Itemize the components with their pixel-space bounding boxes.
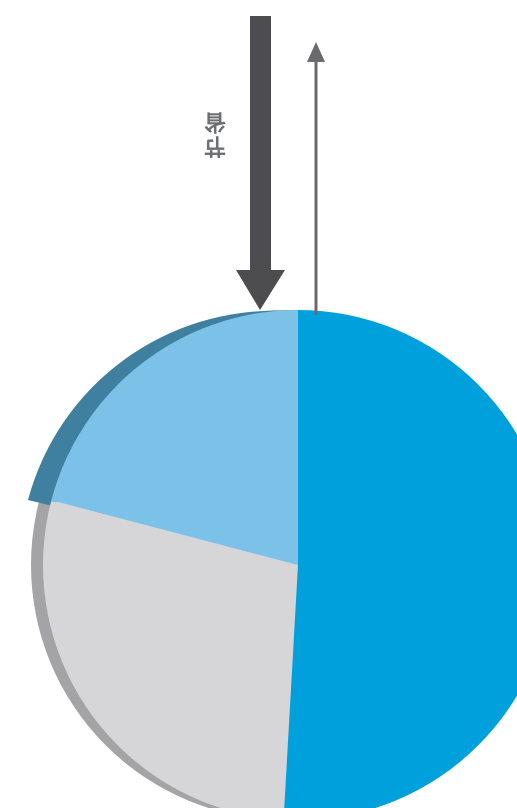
pie-chart xyxy=(43,310,517,808)
savings-arrow-head xyxy=(236,270,285,310)
savings-arrow xyxy=(236,16,285,310)
return-arrow-head xyxy=(307,42,325,62)
return-arrow xyxy=(307,42,325,315)
savings-arrow-shaft xyxy=(250,16,271,271)
savings-arrow-label: 节省 xyxy=(205,110,230,158)
pie-slice-large-blue xyxy=(283,310,517,808)
